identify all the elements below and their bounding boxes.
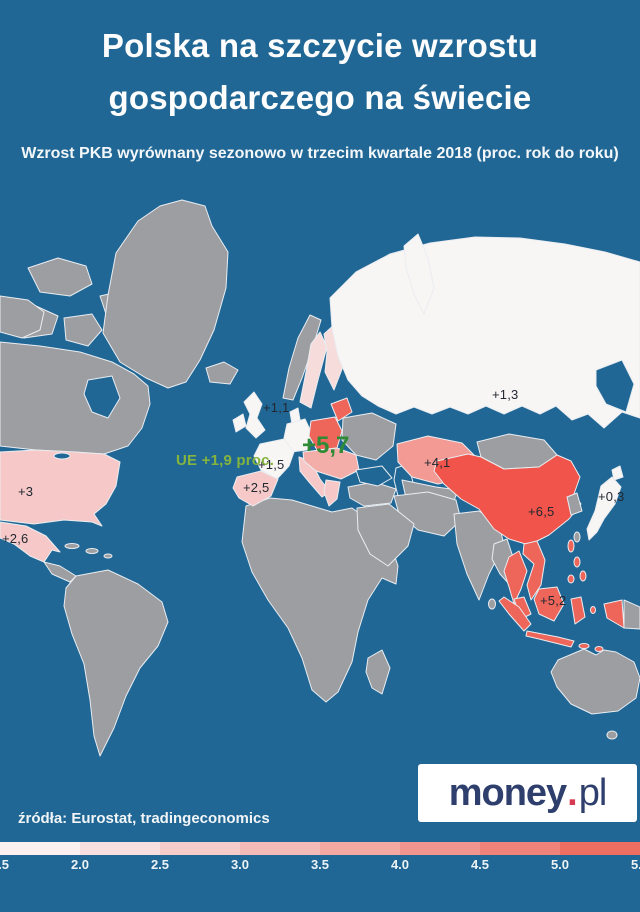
country-uk <box>243 391 266 439</box>
country-usa <box>0 449 121 527</box>
scale-tick-6: 4.0 <box>390 857 410 872</box>
scale-segment-7 <box>480 842 560 855</box>
scale-tick-9: 5.5 <box>630 857 640 872</box>
central-america <box>43 561 77 583</box>
country-thailand <box>503 550 528 605</box>
map-label-russia: +1,3 <box>492 387 519 402</box>
country-norway <box>282 314 322 401</box>
black-sea <box>355 465 393 487</box>
scale-segment-1 <box>0 842 80 855</box>
source-text: źródła: Eurostat, tradingeconomics <box>18 810 270 827</box>
scale-tick-8: 5.0 <box>550 857 570 872</box>
scale-segment-5 <box>320 842 400 855</box>
page-title: Polska na szczycie wzrostu gospodarczego… <box>0 20 640 124</box>
country-sri-lanka <box>488 598 496 610</box>
country-spain <box>232 470 279 507</box>
country-turkey <box>347 481 397 507</box>
baltic-states <box>330 397 353 422</box>
country-france <box>253 438 295 480</box>
hokkaido <box>611 465 624 481</box>
central-europe-band <box>302 447 360 480</box>
scale-tick-5: 3.5 <box>310 857 330 872</box>
logo-word-pl: pl <box>578 771 608 814</box>
papua-new-guinea <box>623 599 640 630</box>
country-madagascar <box>365 649 391 695</box>
scale-segment-2 <box>80 842 160 855</box>
page-title-line1: Polska na szczycie wzrostu <box>101 27 539 64</box>
country-greece <box>323 479 341 507</box>
map-label-eu: UE +1,9 proc. <box>176 452 275 469</box>
country-philippines <box>567 539 587 584</box>
country-russia <box>329 236 640 429</box>
color-scale-bar <box>0 842 640 855</box>
scale-segment-3 <box>160 842 240 855</box>
country-australia <box>550 648 640 715</box>
south-america <box>63 569 169 757</box>
map-label-mexico: +2,6 <box>2 531 29 546</box>
hudson-bay <box>83 375 121 419</box>
country-taiwan <box>573 531 581 543</box>
map-label-france: +1,5 <box>258 457 285 472</box>
country-greenland <box>102 199 229 389</box>
country-japan <box>586 476 622 541</box>
tasmania <box>606 730 618 740</box>
logo-dot: . <box>567 771 578 814</box>
ukraine-belarus <box>341 412 397 461</box>
map-label-china: +6,5 <box>528 504 555 519</box>
country-iceland <box>205 361 239 385</box>
country-germany <box>283 418 313 453</box>
page-subtitle: Wzrost PKB wyrównany sezonowo w trzecim … <box>21 145 619 162</box>
scale-segment-8 <box>560 842 640 855</box>
novaya-zemlya <box>403 233 435 315</box>
map-label-japan: +0,3 <box>598 489 625 504</box>
map-label-kazakhstan: +4,1 <box>424 455 451 470</box>
map-label-spain: +2,5 <box>243 480 270 495</box>
map-label-indonesia: +5,2 <box>540 593 567 608</box>
country-ireland <box>232 413 247 433</box>
great-lakes <box>53 452 71 460</box>
scale-tick-4: 3.0 <box>230 857 250 872</box>
korea <box>566 492 583 516</box>
scale-segment-4 <box>240 842 320 855</box>
page-title-line2: gospodarczego na świecie <box>108 79 532 116</box>
country-mexico <box>0 521 61 563</box>
scale-tick-2: 2.0 <box>70 857 90 872</box>
map-label-germany: +1,1 <box>263 400 290 415</box>
scale-tick-3: 2.5 <box>150 857 170 872</box>
country-sweden <box>299 331 328 409</box>
caribbean-islands <box>64 543 113 559</box>
arabian-peninsula <box>356 503 415 567</box>
country-alaska <box>0 295 45 339</box>
map-label-poland: +5,7 <box>302 432 350 459</box>
scale-tick-1: 1.5 <box>0 857 10 872</box>
scale-ticks: 1.5 2.0 2.5 3.0 3.5 4.0 4.5 5.0 5.5 <box>0 857 640 875</box>
scale-tick-7: 4.5 <box>470 857 490 872</box>
moneypl-logo: money. pl <box>418 764 637 822</box>
sea-of-okhotsk <box>595 359 635 413</box>
africa <box>241 497 399 703</box>
logo-word-money: money <box>448 771 567 814</box>
scale-segment-6 <box>400 842 480 855</box>
country-indonesia <box>498 586 625 652</box>
country-vietnam <box>522 540 546 601</box>
map-label-usa: +3 <box>18 484 34 499</box>
